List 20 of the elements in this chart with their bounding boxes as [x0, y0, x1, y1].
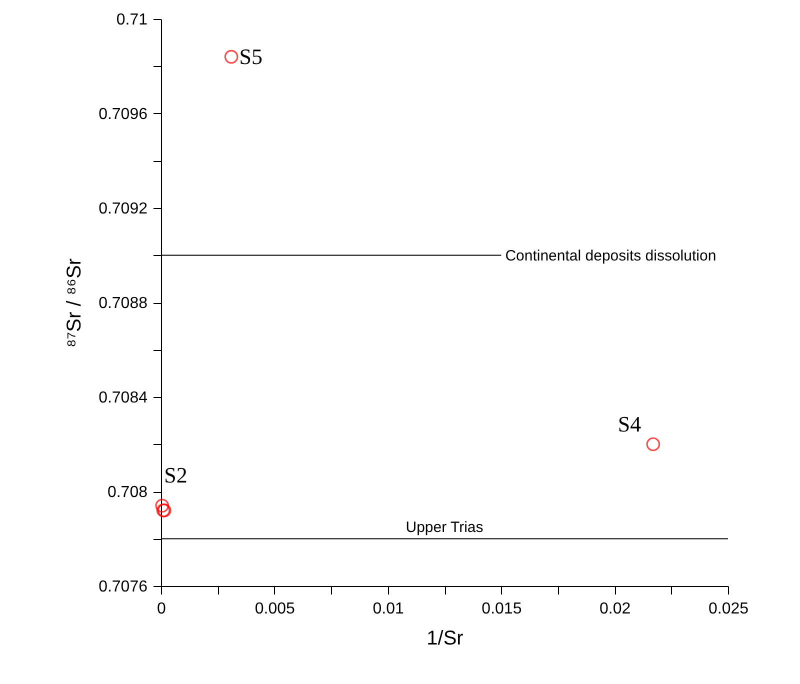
- x-tick-label: 0.005: [254, 600, 296, 618]
- x-tick-label: 0.02: [600, 600, 631, 618]
- y-tick-label: 0.7092: [98, 200, 148, 218]
- x-tick-label: 0.01: [372, 600, 404, 618]
- ref-line-label: Upper Trias: [406, 518, 484, 536]
- annotation: S4: [618, 411, 642, 436]
- ref-line-label: Continental deposits dissolution: [505, 247, 716, 264]
- annotation: S2: [164, 462, 188, 488]
- y-axis-title: ⁸⁷Sr / ⁸⁶Sr: [64, 258, 86, 348]
- y-tick-label: 0.7096: [98, 106, 148, 123]
- x-tick-label: 0: [157, 600, 166, 618]
- y-tick-label: 0.708: [107, 484, 148, 501]
- y-tick-label: 0.71: [116, 12, 148, 28]
- y-tick-label: 0.7084: [98, 390, 148, 406]
- x-tick-label: 0.015: [482, 600, 522, 618]
- x-axis-title: 1/Sr: [426, 628, 464, 650]
- y-tick-label: 0.7076: [98, 578, 148, 596]
- y-tick-label: 0.7088: [98, 295, 148, 312]
- x-tick-label: 0.025: [708, 600, 749, 618]
- annotation: S5: [239, 44, 263, 69]
